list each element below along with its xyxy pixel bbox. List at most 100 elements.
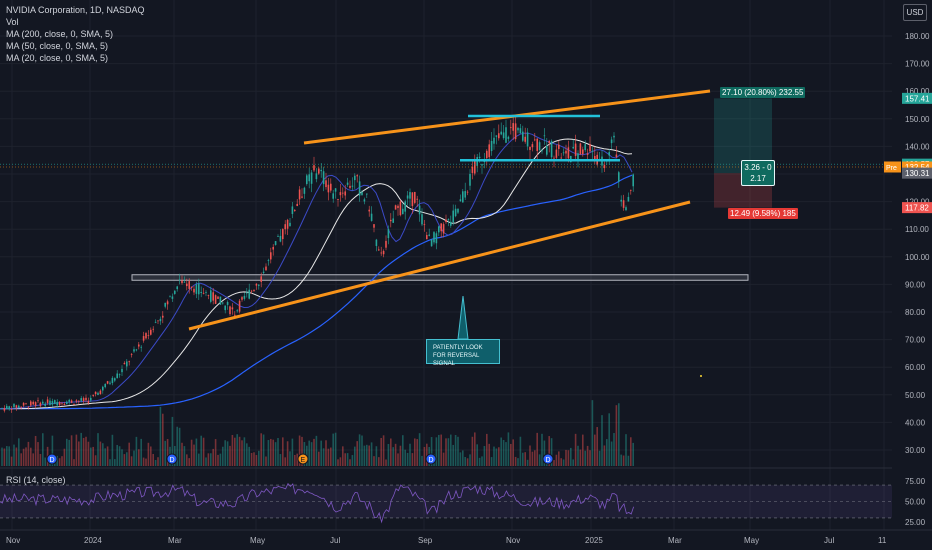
rsi-tick: 50.00 bbox=[905, 498, 926, 507]
candle-body bbox=[397, 205, 399, 208]
candle-body bbox=[608, 152, 610, 156]
indicator-ma200[interactable]: MA (200, close, 0, SMA, 5) bbox=[6, 29, 114, 39]
candle-body bbox=[370, 213, 373, 221]
candle-body bbox=[298, 189, 301, 200]
risk-reward-line1: 3.26 - 0 bbox=[744, 163, 772, 172]
volume-bar bbox=[188, 458, 190, 466]
volume-bar bbox=[212, 448, 214, 466]
candle-body bbox=[258, 284, 260, 286]
candle-body bbox=[488, 144, 490, 158]
annotation-callout[interactable]: PATIENTLY LOOK FOR REVERSAL SIGNAL bbox=[426, 339, 500, 367]
candle-body bbox=[409, 192, 411, 199]
volume-bar bbox=[32, 453, 34, 466]
volume-bar bbox=[152, 453, 154, 466]
candle-body bbox=[466, 191, 469, 193]
drawings[interactable] bbox=[0, 89, 892, 340]
volume-bar bbox=[344, 453, 346, 466]
candle-body bbox=[630, 189, 632, 191]
candle-body bbox=[210, 290, 212, 302]
candle-body bbox=[222, 302, 224, 304]
volume-bar bbox=[97, 433, 99, 466]
volume-bar bbox=[318, 451, 320, 466]
pre-tag-box bbox=[884, 161, 901, 173]
volume-bar bbox=[584, 450, 586, 466]
volume-bar bbox=[507, 432, 510, 466]
volume-bar bbox=[610, 441, 613, 466]
candle-body bbox=[510, 127, 512, 129]
position-tool[interactable] bbox=[714, 98, 772, 208]
event-markers[interactable]: D D D DE bbox=[46, 375, 702, 465]
volume-bar bbox=[322, 448, 325, 466]
rsi-title[interactable]: RSI (14, close) bbox=[6, 475, 66, 485]
volume-bar bbox=[157, 457, 159, 466]
candle-body bbox=[471, 166, 474, 173]
volume-bar bbox=[205, 457, 207, 466]
lower-trendline bbox=[188, 200, 691, 331]
volume-bar bbox=[560, 458, 562, 466]
candle-body bbox=[190, 286, 193, 288]
volume-bar bbox=[351, 455, 354, 466]
volume-bar bbox=[234, 437, 236, 466]
volume-bars bbox=[1, 400, 634, 466]
candle-body bbox=[212, 292, 214, 301]
rsi-tick: 75.00 bbox=[905, 477, 926, 486]
volume-bar bbox=[80, 432, 82, 466]
volume-bar bbox=[370, 442, 373, 466]
volume-bar bbox=[82, 437, 85, 466]
volume-bar bbox=[632, 442, 634, 466]
indicator-ma20[interactable]: MA (20, close, 0, SMA, 5) bbox=[6, 53, 109, 63]
dividend-letter: D bbox=[429, 457, 434, 464]
volume-bar bbox=[18, 438, 20, 466]
candle-body bbox=[87, 400, 90, 404]
indicator-vol[interactable]: Vol bbox=[6, 17, 19, 27]
volume-bar bbox=[363, 445, 366, 466]
candle-body bbox=[114, 378, 116, 381]
volume-bar bbox=[301, 436, 303, 466]
candle-body bbox=[97, 392, 99, 396]
volume-bar bbox=[402, 435, 404, 466]
volume-bar bbox=[589, 450, 591, 466]
candle-body bbox=[6, 405, 8, 410]
earnings-letter: E bbox=[301, 457, 306, 464]
volume-bar bbox=[519, 436, 522, 466]
volume-bar bbox=[190, 439, 193, 466]
candle-body bbox=[200, 291, 202, 293]
volume-bar bbox=[553, 459, 555, 466]
indicator-ma50[interactable]: MA (50, close, 0, SMA, 5) bbox=[6, 41, 109, 51]
symbol-title[interactable]: NVIDIA Corporation, 1D, NASDAQ bbox=[6, 5, 145, 15]
currency-button[interactable]: USD bbox=[903, 4, 927, 21]
volume-bar bbox=[147, 442, 150, 466]
candle-body bbox=[519, 128, 522, 134]
candle-body bbox=[123, 362, 126, 365]
candle-body bbox=[166, 301, 169, 305]
volume-bar bbox=[440, 434, 442, 466]
volume-bar bbox=[289, 451, 291, 466]
volume-bar bbox=[126, 452, 128, 466]
candle-body bbox=[531, 144, 534, 148]
volume-bar bbox=[238, 436, 241, 466]
risk-reward-label[interactable]: 3.26 - 0 2.17 bbox=[741, 160, 775, 186]
volume-bar bbox=[399, 445, 402, 466]
candle-body bbox=[469, 173, 471, 186]
time-tick: 2024 bbox=[84, 536, 102, 545]
volume-bar bbox=[1, 447, 3, 466]
dividend-marker bbox=[425, 453, 437, 465]
small-marker bbox=[700, 375, 702, 377]
volume-bar bbox=[332, 433, 334, 466]
candles bbox=[1, 116, 634, 413]
candle-body bbox=[267, 260, 270, 261]
volume-bar bbox=[366, 444, 368, 466]
candle-body bbox=[351, 185, 354, 187]
volume-bar bbox=[85, 436, 87, 466]
volume-bar bbox=[625, 434, 627, 466]
candle-body bbox=[99, 390, 102, 395]
moving-averages bbox=[0, 132, 633, 410]
candle-body bbox=[591, 150, 594, 152]
volume-bar bbox=[334, 432, 337, 466]
candle-body bbox=[385, 240, 387, 248]
candle-body bbox=[265, 266, 267, 271]
candle-body bbox=[22, 402, 25, 406]
volume-bar bbox=[92, 446, 94, 466]
dividend-marker bbox=[46, 453, 58, 465]
